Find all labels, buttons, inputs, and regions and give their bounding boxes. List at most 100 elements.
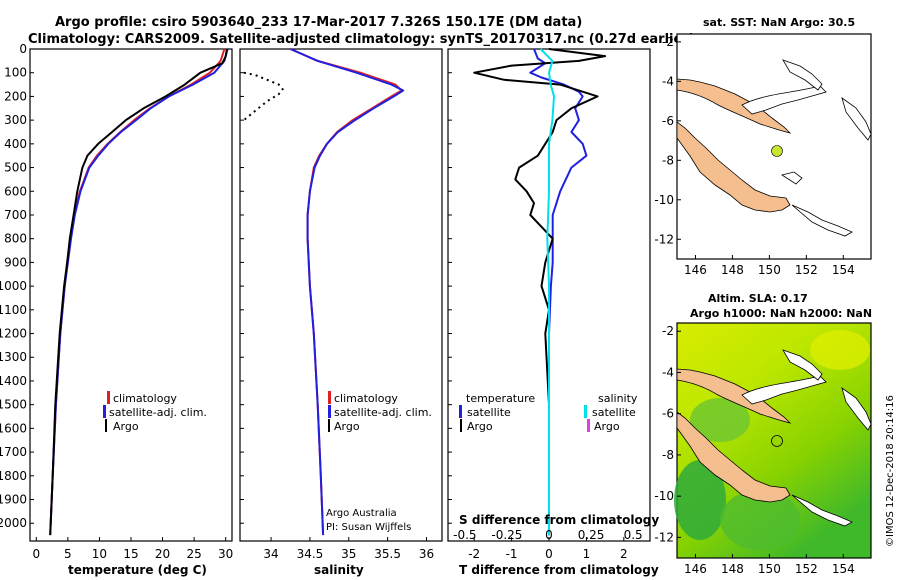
x-tick-label: 1 (583, 547, 591, 561)
legend-argo-swatch (328, 419, 330, 432)
depth-axis: 0 100 200 300 400 500 600 700 800 900 1000 1100 1200… (0, 42, 452, 530)
papua-peninsula-land (676, 121, 791, 213)
depth-tick-label: 1100 (0, 303, 27, 317)
sla-map-ticks: 146 148 150 152 154 -2 -4 -6 -8 -10 -12 (654, 324, 854, 576)
x-tick-label: 10 (92, 547, 107, 561)
map-x-tick-label: 148 (721, 562, 744, 576)
x-tick-label: -2 (468, 547, 480, 561)
depth-tick-label: 1900 (0, 493, 27, 507)
trobriand-outline (781, 171, 803, 185)
map-x-tick-label: 152 (795, 263, 818, 277)
depth-tick-label: 600 (4, 184, 27, 198)
map-x-tick-label: 146 (684, 263, 707, 277)
x-tick-label: 34.5 (297, 547, 324, 561)
sla-map-title: Altim. SLA: 0.17 (708, 292, 808, 305)
copyright-stamp: ©IMOS 12-Dec-2018 20:14:16 (885, 395, 896, 547)
legend-t-argo: Argo (467, 420, 493, 433)
x-tick-label: 30 (218, 547, 233, 561)
legend-s-satellite: satellite (592, 406, 636, 419)
t-difference-axis-label: T difference from climatology (459, 563, 659, 577)
map-y-tick-label: -6 (662, 114, 674, 128)
map-x-tick-label: 150 (758, 263, 781, 277)
map-y-tick-label: -8 (662, 153, 674, 167)
new-ireland-outline (782, 59, 823, 91)
argo-location-marker (771, 435, 783, 447)
map-y-tick-label: -4 (662, 365, 674, 379)
legend-argo: Argo (113, 420, 139, 433)
map-y-tick-label: -12 (654, 232, 674, 246)
map-y-tick-label: -10 (654, 489, 674, 503)
series-line-climatology (49, 48, 226, 536)
solomon-islands-outline (841, 387, 872, 431)
argo-location-marker (771, 145, 783, 157)
depth-tick-label: 1300 (0, 350, 27, 364)
temperature-series (49, 48, 229, 536)
s-difference-tick-label: 0 (545, 528, 553, 542)
x-tick-label: -1 (506, 547, 518, 561)
s-difference-axis-label: S difference from climatology (459, 513, 659, 527)
legend-climatology: climatology (334, 392, 398, 405)
map-y-tick-label: -10 (654, 193, 674, 207)
salinity-axis-label: salinity (314, 563, 364, 577)
profile-title: Argo profile: csiro 5903640_233 17-Mar-2… (55, 15, 582, 30)
legend-argo: Argo (334, 420, 360, 433)
map-y-tick-label: -4 (662, 74, 674, 88)
map-x-tick-label: 146 (684, 562, 707, 576)
sst-map: 146 148 150 152 154 -2 -4 -6 -8 -10 -12 (654, 33, 872, 277)
sla-low-patch (690, 398, 750, 442)
louisiade-outline (791, 204, 853, 237)
depth-tick-label: 700 (4, 208, 27, 222)
legend-s-argo: Argo (594, 420, 620, 433)
x-tick-label: 25 (186, 547, 201, 561)
map-y-tick-label: -2 (662, 35, 674, 49)
salinity-series (243, 48, 405, 536)
temperature-axis-label: temperature (deg C) (68, 563, 207, 577)
difference-series (473, 48, 607, 536)
depth-tick-label: 500 (4, 161, 27, 175)
map-x-tick-label: 152 (795, 562, 818, 576)
map-y-tick-label: -6 (662, 407, 674, 421)
depth-tick-label: 2000 (0, 516, 27, 530)
depth-tick-label: 1000 (0, 279, 27, 293)
legend-s-satellite-swatch (584, 405, 587, 418)
depth-tick-label: 1800 (0, 469, 27, 483)
depth-tick-label: 1700 (0, 445, 27, 459)
series-line-satellite-adj-clim- (49, 48, 229, 536)
map-y-tick-label: -2 (662, 324, 674, 338)
map-y-tick-label: -8 (662, 448, 674, 462)
series-line-t-argo (473, 48, 607, 536)
series-line-argo (49, 48, 228, 536)
legend-climatology-swatch (107, 391, 110, 404)
louisiade-outline (791, 494, 853, 527)
map-x-tick-label: 148 (721, 263, 744, 277)
salinity-legend: climatology satellite-adj. clim. Argo Ar… (326, 391, 432, 533)
series-line-climatology (290, 48, 403, 536)
x-tick-label: 35 (341, 547, 356, 561)
map-x-tick-label: 154 (832, 562, 855, 576)
depth-tick-label: 800 (4, 232, 27, 246)
temperature-legend: climatology satellite-adj. clim. Argo (103, 391, 207, 433)
difference-legend: temperature salinity satellite Argo sate… (459, 392, 638, 433)
legend-climatology-swatch (328, 391, 331, 404)
sla-map-subtitle: Argo h1000: NaN h2000: NaN (690, 307, 872, 320)
s-difference-tick-label: 0.25 (578, 528, 605, 542)
legend-title-temperature: temperature (466, 392, 535, 405)
new-britain-outline (741, 375, 827, 405)
legend-climatology: climatology (113, 392, 177, 405)
s-difference-tick-label: -0.25 (491, 528, 522, 542)
new-ireland-outline (782, 349, 823, 381)
depth-tick-label: 0 (19, 42, 27, 56)
depth-tick-label: 900 (4, 255, 27, 269)
depth-tick-label: 100 (4, 66, 27, 80)
s-difference-tick-label: -0.5 (453, 528, 476, 542)
legend-s-argo-swatch (587, 419, 590, 432)
sst-map-title: sat. SST: NaN Argo: 30.5 (703, 16, 855, 29)
series-line-argo-dotted (243, 71, 284, 121)
legend-satellite-swatch (103, 405, 106, 418)
x-tick-label: 0 (32, 547, 40, 561)
legend-satellite-swatch (328, 405, 331, 418)
legend-title-salinity: salinity (598, 392, 638, 405)
solomon-islands-outline (841, 97, 872, 141)
depth-tick-label: 1600 (0, 421, 27, 435)
series-line-t-satellite (529, 48, 588, 536)
